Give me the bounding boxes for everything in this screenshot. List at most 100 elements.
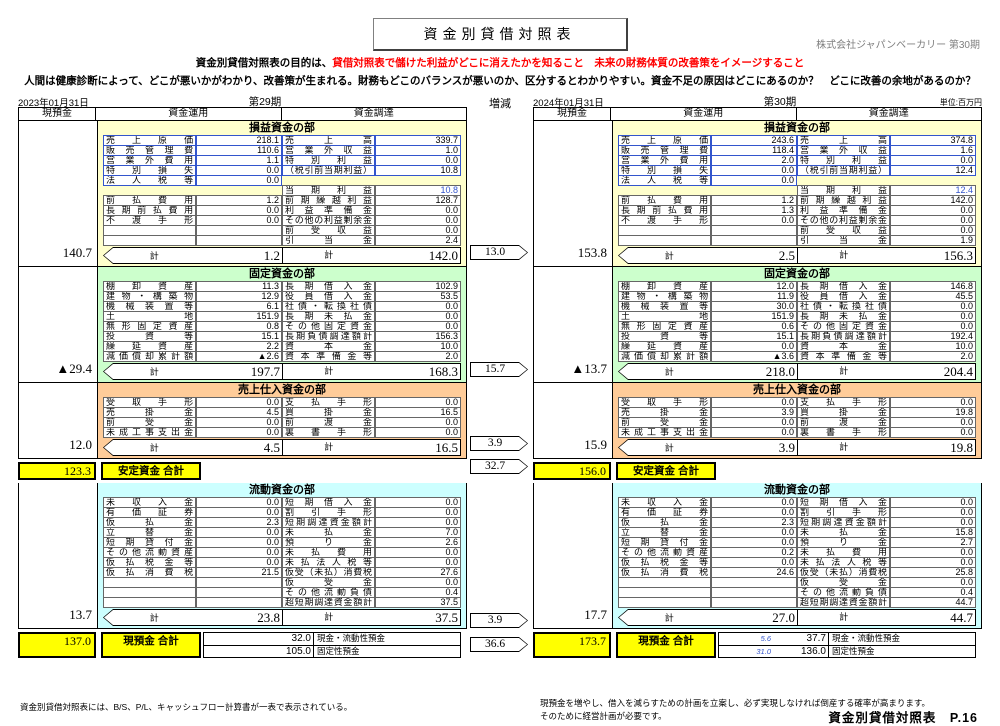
fixed-deposit-row: 31.0 136.0 固定性預金 <box>719 645 975 657</box>
report-page: 資金別貸借対照表 株式会社ジャパンベーカリー 第30期 資金別貸借対照表の目的は… <box>18 18 982 725</box>
change-arrow-stable-total: 32.7 <box>470 459 528 474</box>
panel-date: 2023年01月31日 <box>18 98 89 109</box>
section-cash-value: 140.7 <box>19 121 97 266</box>
fixed-deposit-change <box>204 646 262 657</box>
total-value-source: 44.7 <box>950 609 973 625</box>
account-row: 法人税等 0.0 <box>103 175 461 186</box>
stable-total-value: 123.3 <box>18 462 96 480</box>
account-row: 受取手形 0.0 支払手形 0.0 <box>618 397 976 408</box>
change-arrow-cash-total: 36.6 <box>470 637 528 652</box>
account-value-source: 2.0 <box>375 351 461 362</box>
total-label-source: 計 <box>796 610 890 625</box>
current-funds-box: 13.7 流動資金の部 未収入金 0.0 短期借入金 0.0 有価証券 0.0 … <box>18 483 467 629</box>
section-total-row: 計 2.5 計 156.3 <box>618 247 976 264</box>
main-area: 2023年01月31日 第29期 現預金 資金運用 資金調達 140.7 損益資… <box>18 94 982 694</box>
period-29-panel: 2023年01月31日 第29期 現預金 資金運用 資金調達 140.7 損益資… <box>18 94 467 658</box>
current-funds-box: 17.7 流動資金の部 未収入金 0.0 短期借入金 0.0 有価証券 0.0 … <box>533 483 982 629</box>
stable-total-value: 156.0 <box>533 462 611 480</box>
section-total-row: 計 4.5 計 16.5 <box>103 439 461 456</box>
account-value-use: 0.0 <box>711 427 797 438</box>
cash-total-label: 現預金 合計 <box>101 632 201 658</box>
total-value-source: 16.5 <box>435 439 458 455</box>
account-row: 前受収益 0.0 <box>103 225 461 236</box>
section-title: 売上仕入資金の部 <box>753 384 841 396</box>
liquid-deposit-value: 37.7 <box>777 633 829 645</box>
account-value-source: 10.8 <box>375 165 461 176</box>
account-row: 減価償却累計額 ▲2.6 資本準備金等 2.0 <box>103 351 461 362</box>
section-cash-value: 15.9 <box>534 383 612 458</box>
section-title: 固定資金の部 <box>249 268 315 280</box>
account-row: 前払費用 1.2 前期繰越利益 142.0 <box>618 195 976 206</box>
account-row: 建物・構築物 12.9 役員借入金 53.5 <box>103 291 461 302</box>
page-title: 資金別貸借対照表 <box>423 26 576 42</box>
section-trade: 15.9 売上仕入資金の部 受取手形 0.0 支払手形 0.0 売掛金 3.9 … <box>534 383 981 458</box>
total-value-use: 218.0 <box>765 363 795 379</box>
cash-total-label: 現預金 合計 <box>616 632 716 658</box>
account-label-source: （税引前当期利益） <box>796 165 891 176</box>
purpose-red-text: 貸借対照表で儲けた利益がどこに消えたかを知ること 未来の財務体質の改善策をイメー… <box>332 57 805 69</box>
account-row: 超短期調達資金額計 44.7 <box>618 597 976 608</box>
cash-total-row: 137.0 現預金 合計 32.0 現金・流動性預金 105.0 固定性預金 <box>18 632 467 658</box>
section-cash-value: 12.0 <box>19 383 97 458</box>
change-header: 増減 <box>489 98 511 110</box>
total-label-source: 計 <box>796 440 890 455</box>
account-label-use <box>618 597 712 608</box>
account-label-source: 引当金 <box>796 235 891 246</box>
section-cash-value: 153.8 <box>534 121 612 266</box>
account-row: 引当金 2.4 <box>103 235 461 246</box>
total-value-source: 19.8 <box>950 439 973 455</box>
account-row: 減価償却累計額 ▲3.6 資本準備金等 2.0 <box>618 351 976 362</box>
account-label-source: （税引前当期利益） <box>281 165 376 176</box>
account-value-source: 0.0 <box>890 427 976 438</box>
stable-funds-box: 153.8 損益資金の部 売上原価 243.6 売上高 374.8 販売管理費 … <box>533 121 982 459</box>
liquid-deposit-label: 現金・流動性預金 <box>832 633 901 643</box>
total-label-source: 計 <box>796 248 890 263</box>
fund-source-header: 資金調達 <box>796 107 982 121</box>
total-value-source: 204.4 <box>943 363 973 379</box>
cash-column-header: 現預金 <box>533 107 611 121</box>
section-title: 流動資金の部 <box>764 484 830 496</box>
total-value-source: 142.0 <box>428 247 458 263</box>
account-row: 法人税等 0.0 <box>618 175 976 186</box>
account-row: 無形固定資産 0.6 その他固定資金 0.0 <box>618 321 976 332</box>
deposit-breakdown-table: 5.6 37.7 現金・流動性預金 31.0 136.0 固定性預金 <box>718 632 976 658</box>
section-title: 売上仕入資金の部 <box>238 384 326 396</box>
section-profit: 153.8 損益資金の部 売上原価 243.6 売上高 374.8 販売管理費 … <box>534 121 981 267</box>
fixed-deposit-change: 31.0 <box>756 647 771 656</box>
account-value-source: 1.9 <box>890 235 976 246</box>
account-row: 売上原価 243.6 売上高 374.8 <box>618 135 976 146</box>
report-title-box: 資金別貸借対照表 <box>372 18 628 51</box>
account-value-use: ▲3.6 <box>711 351 797 362</box>
total-value-use: 2.5 <box>778 247 795 263</box>
stable-total-row: 156.0 安定資金 合計 <box>533 462 982 480</box>
total-label-use: 計 <box>149 367 159 377</box>
account-label-source: 超短期調達資金額計 <box>796 597 891 608</box>
stable-funds-box: 140.7 損益資金の部 売上原価 218.1 売上高 339.7 販売管理費 … <box>18 121 467 459</box>
fund-use-header: 資金運用 <box>96 107 282 121</box>
section-current: 13.7 流動資金の部 未収入金 0.0 短期借入金 0.0 有価証券 0.0 … <box>19 483 466 628</box>
total-label-source: 計 <box>281 364 375 379</box>
explanation-line: 人間は健康診断によって、どこが悪いかがわかり、改善策が生まれる。財務もどこのバラ… <box>24 75 976 87</box>
stable-total-label: 安定資金 合計 <box>616 462 716 480</box>
account-label-source: 引当金 <box>281 235 376 246</box>
panel-header-row: 2024年01月31日 第30期 単位:百万円 <box>533 94 982 109</box>
account-value-use: 0.0 <box>711 175 797 186</box>
fixed-deposit-row: 105.0 固定性預金 <box>204 645 460 657</box>
account-label-source: 裏書手形 <box>796 427 891 438</box>
section-total-row: 計 23.8 計 37.5 <box>103 609 461 626</box>
column-header-row: 現預金 資金運用 資金調達 <box>533 107 982 121</box>
section-cash-value: ▲29.4 <box>19 267 97 382</box>
section-total-row: 計 197.7 計 168.3 <box>103 363 461 380</box>
liquid-deposit-row: 5.6 37.7 現金・流動性預金 <box>719 633 975 645</box>
total-label-use: 計 <box>149 613 159 623</box>
panel-period: 第30期 <box>763 96 797 108</box>
section-total-row: 計 218.0 計 204.4 <box>618 363 976 380</box>
account-value-use: 0.0 <box>196 175 282 186</box>
account-value-use: ▲2.6 <box>196 351 282 362</box>
section-current: 17.7 流動資金の部 未収入金 0.0 短期借入金 0.0 有価証券 0.0 … <box>534 483 981 628</box>
total-value-source: 37.5 <box>435 609 458 625</box>
account-row: 引当金 1.9 <box>618 235 976 246</box>
liquid-deposit-label: 現金・流動性預金 <box>317 633 386 643</box>
account-label-use: 未成工事支出金 <box>618 427 712 438</box>
stable-total-label: 安定資金 合計 <box>101 462 201 480</box>
